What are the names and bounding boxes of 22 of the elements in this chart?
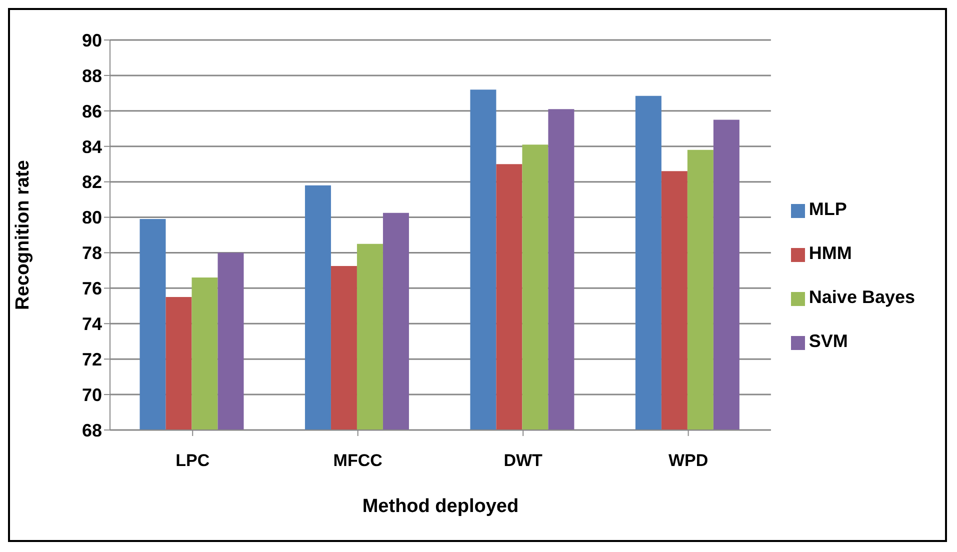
- y-tick-label: 90: [82, 30, 102, 50]
- y-tick-label: 80: [82, 208, 102, 228]
- y-tick-label: 70: [82, 384, 102, 405]
- x-axis-title: Method deployed: [362, 496, 519, 517]
- x-tick-label: MFCC: [333, 451, 382, 470]
- y-tick-label: 68: [82, 420, 102, 440]
- legend-label: SVM: [808, 331, 848, 351]
- y-tick-label: 88: [82, 66, 102, 86]
- x-tick-label: DWT: [504, 451, 544, 470]
- y-tick-label: 82: [82, 172, 102, 192]
- legend-label: Naive Bayes: [808, 287, 915, 307]
- y-tick-label: 86: [82, 101, 102, 122]
- y-tick-label: 72: [82, 349, 102, 370]
- y-tick-label: 76: [82, 278, 102, 299]
- legend-label: MLP: [808, 199, 847, 219]
- x-tick-label: LPC: [176, 451, 210, 470]
- legend-label: HMM: [808, 243, 852, 263]
- y-axis-title: Recognition rate: [12, 160, 34, 310]
- x-tick-label: WPD: [668, 451, 708, 470]
- y-tick-label: 78: [82, 243, 102, 264]
- y-tick-label: 74: [82, 314, 102, 334]
- y-tick-label: 84: [82, 136, 102, 157]
